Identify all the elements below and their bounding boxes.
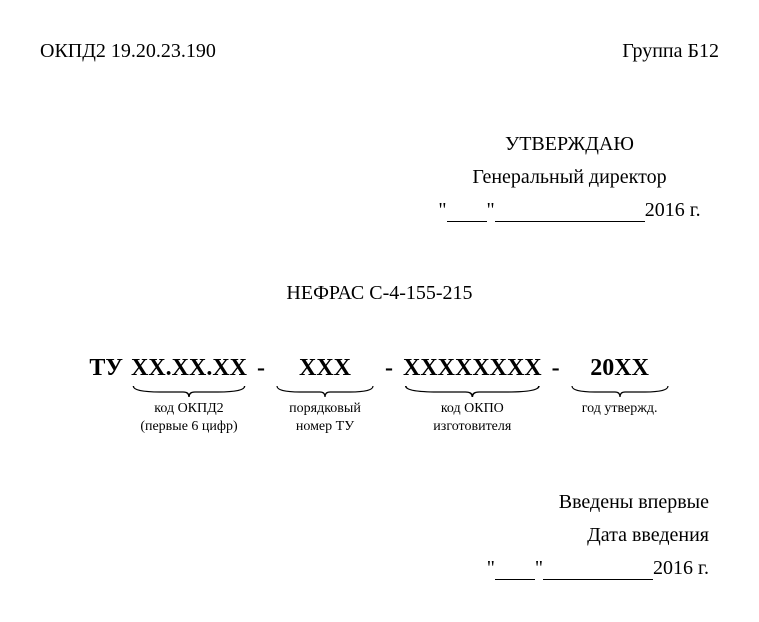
tu-separator: - bbox=[247, 355, 275, 382]
approval-year: 2016 г. bbox=[645, 199, 701, 221]
day-blank bbox=[495, 579, 535, 580]
month-blank bbox=[495, 221, 645, 222]
okpd-code: ОКПД2 19.20.23.190 bbox=[40, 40, 216, 63]
footer-block: Введены впервые Дата введения ""2016 г. bbox=[40, 491, 719, 580]
tu-caption: код ОКПО изготовителя bbox=[433, 400, 511, 436]
tu-separator: - bbox=[542, 355, 570, 382]
day-blank bbox=[447, 221, 487, 222]
caption-line: (первые 6 цифр) bbox=[140, 418, 237, 436]
header-row: ОКПД2 19.20.23.190 Группа Б12 bbox=[40, 40, 719, 63]
group-label: Группа Б12 bbox=[622, 40, 719, 63]
caption-line: порядковый bbox=[289, 400, 361, 418]
tu-caption: порядковый номер ТУ bbox=[289, 400, 361, 436]
tu-code-okpd: ХХ.ХХ.ХХ bbox=[131, 355, 247, 382]
caption-line: код ОКПД2 bbox=[140, 400, 237, 418]
tu-segment-okpd: ХХ.ХХ.ХХ код ОКПД2 (первые 6 цифр) bbox=[131, 355, 247, 436]
tu-prefix: ТУ bbox=[89, 355, 131, 382]
tu-segment-year: 20ХХ год утвержд. bbox=[570, 355, 670, 418]
brace-icon bbox=[403, 384, 542, 398]
footer-year: 2016 г. bbox=[653, 557, 709, 579]
date-intro-label: Дата введения bbox=[40, 524, 709, 547]
approve-label: УТВЕРЖДАЮ bbox=[420, 133, 719, 156]
introduced-label: Введены впервые bbox=[40, 491, 709, 514]
tu-segment-serial: ХХХ порядковый номер ТУ bbox=[275, 355, 375, 436]
caption-line: изготовителя bbox=[433, 418, 511, 436]
approval-block: УТВЕРЖДАЮ Генеральный директор ""2016 г. bbox=[420, 133, 719, 222]
brace-icon bbox=[570, 384, 670, 398]
caption-line: номер ТУ bbox=[289, 418, 361, 436]
tu-separator: - bbox=[375, 355, 403, 382]
approval-date-line: ""2016 г. bbox=[420, 199, 719, 222]
tu-caption: год утвержд. bbox=[582, 400, 658, 418]
footer-date-line: ""2016 г. bbox=[40, 557, 709, 580]
document-title: НЕФРАС С-4-155-215 bbox=[40, 282, 719, 305]
tu-segment-okpo: ХХХХХХХХ код ОКПО изготовителя bbox=[403, 355, 542, 436]
tu-code-year: 20ХХ bbox=[590, 355, 649, 382]
caption-line: код ОКПО bbox=[433, 400, 511, 418]
tu-code-row: ТУ ХХ.ХХ.ХХ код ОКПД2 (первые 6 цифр) - … bbox=[40, 355, 719, 436]
caption-line: год утвержд. bbox=[582, 400, 658, 418]
tu-caption: код ОКПД2 (первые 6 цифр) bbox=[140, 400, 237, 436]
month-blank bbox=[543, 579, 653, 580]
brace-icon bbox=[131, 384, 247, 398]
brace-icon bbox=[275, 384, 375, 398]
director-label: Генеральный директор bbox=[420, 166, 719, 189]
tu-code-okpo: ХХХХХХХХ bbox=[403, 355, 542, 382]
tu-code-serial: ХХХ bbox=[299, 355, 351, 382]
